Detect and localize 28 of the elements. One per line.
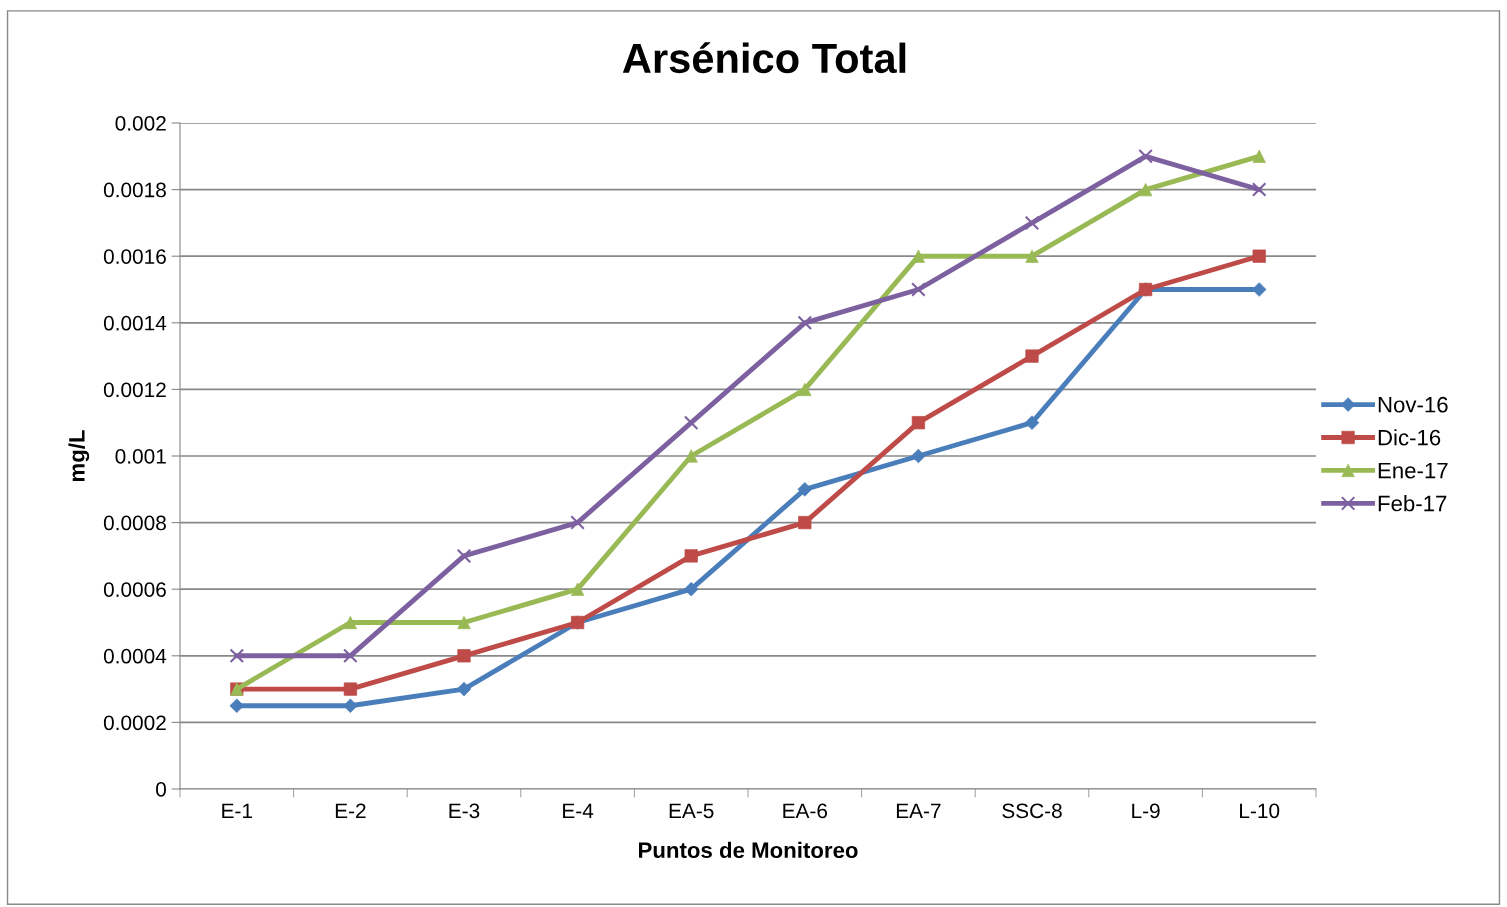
x-tick-label: E-2 <box>335 803 366 818</box>
y-axis-title: mg/L <box>68 430 90 482</box>
y-tick-label: 0.0004 <box>103 648 167 664</box>
y-tick-label: 0.001 <box>115 449 166 464</box>
x-tick-label: L-9 <box>1132 803 1160 819</box>
x-tick-label: E-1 <box>222 803 252 818</box>
x-axis-title: Puntos de Monitoreo <box>639 841 858 859</box>
legend-label: Feb-17 <box>1378 495 1447 512</box>
y-tick-label: 0.0018 <box>103 182 166 198</box>
x-tick-label: EA-7 <box>896 803 941 818</box>
y-tick-label: 0.0012 <box>103 382 166 398</box>
legend-label: Dic-16 <box>1378 429 1441 446</box>
x-tick-label: EA-5 <box>669 803 714 819</box>
legend-label: Ene-17 <box>1378 462 1448 479</box>
y-tick-label: 0 <box>156 782 166 797</box>
y-tick-label: 0.0016 <box>103 249 166 264</box>
y-tick-label: 0.002 <box>115 116 166 131</box>
x-tick-label: E-3 <box>449 803 480 819</box>
x-tick-label: E-4 <box>563 803 594 818</box>
x-tick-label: L-10 <box>1240 803 1280 819</box>
chart-title: Arsénico Total <box>622 42 906 74</box>
legend-label: Nov-16 <box>1378 396 1448 413</box>
y-tick-label: 0.0014 <box>103 315 167 331</box>
x-tick-label: EA-6 <box>783 803 828 819</box>
y-tick-label: 0.0006 <box>103 582 166 597</box>
y-tick-label: 0.0002 <box>103 715 166 731</box>
x-tick-label: SSC-8 <box>1002 803 1062 819</box>
y-tick-label: 0.0008 <box>103 515 166 531</box>
